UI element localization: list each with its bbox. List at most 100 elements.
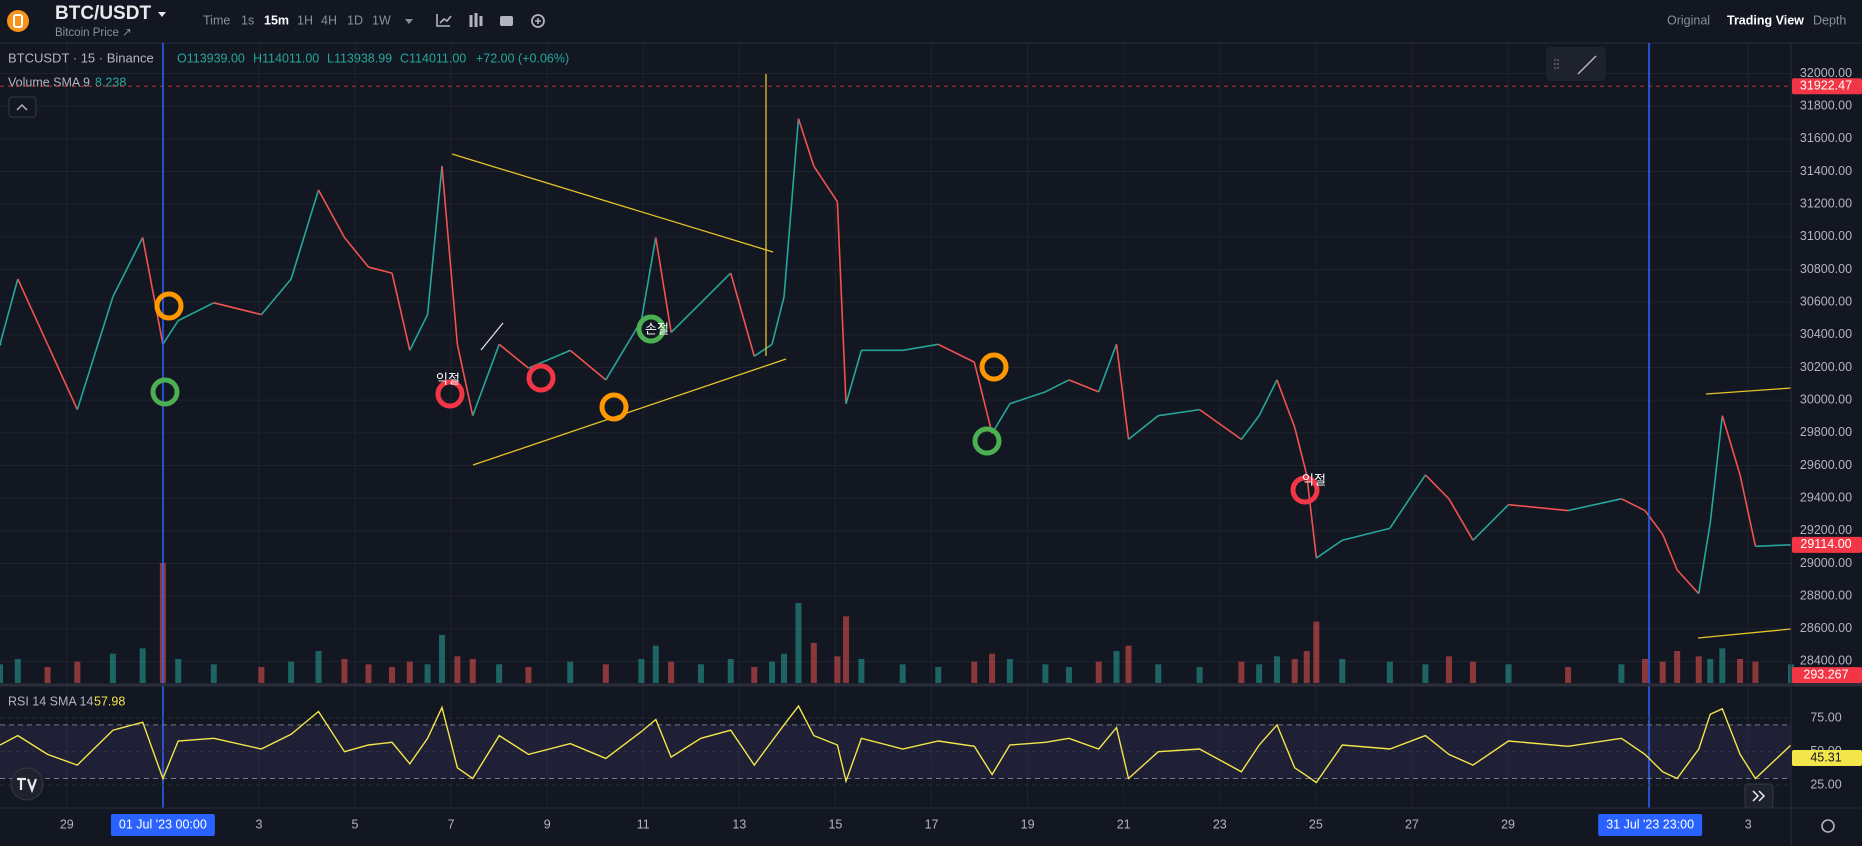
y-tick-label: 31600.00 — [1800, 131, 1852, 145]
y-tick-label: 30800.00 — [1800, 262, 1852, 276]
screenshot-icon[interactable] — [500, 16, 513, 26]
view-button[interactable]: Depth — [1813, 13, 1846, 27]
volume-bar — [406, 661, 413, 683]
collapse-button[interactable] — [8, 96, 37, 118]
price-segment — [569, 349, 607, 381]
settings-icon[interactable] — [1821, 819, 1835, 833]
timeframe-button[interactable]: 1H — [297, 13, 313, 27]
price-segment — [771, 296, 785, 345]
tv-logo[interactable] — [10, 767, 44, 801]
price-tag — [1792, 78, 1862, 95]
tv-logo-glyph — [17, 777, 38, 794]
ohlc-open: O113939.00 — [177, 51, 245, 65]
signal-marker — [526, 363, 556, 393]
volume-bar — [389, 667, 396, 683]
price-segment — [1472, 504, 1510, 541]
x-tick-label: 3 — [1745, 817, 1752, 831]
symbol[interactable]: BTC/USDT — [55, 3, 151, 24]
drawing-toolbar[interactable] — [1546, 47, 1606, 81]
price-segment — [605, 320, 643, 381]
symbol-dropdown[interactable] — [158, 12, 166, 17]
price-segment — [1199, 408, 1242, 440]
scroll-right-icon — [1752, 790, 1766, 802]
timeframe-button[interactable]: 1D — [347, 13, 363, 27]
x-tick-label: 19 — [1021, 817, 1035, 831]
y-tick-label: 28800.00 — [1800, 588, 1852, 602]
price-segment — [441, 166, 459, 345]
annotation: 익절 — [436, 371, 460, 386]
volume-label: Volume SMA 9 — [8, 75, 90, 89]
ohlc-high: H114011.00 — [253, 51, 319, 65]
view-button[interactable]: Original — [1667, 13, 1710, 27]
timeframe-button[interactable]: 1W — [372, 13, 391, 27]
timeframe-button[interactable]: Time — [203, 13, 230, 27]
timeframe-button[interactable]: 4H — [321, 13, 337, 27]
signal-markers — [150, 291, 1320, 505]
y-tick-label: 31200.00 — [1800, 196, 1852, 210]
timeframes: Time 1s 15m 1H 4H 1D 1W — [203, 13, 391, 27]
rsi-tick-label: 25.00 — [1810, 778, 1841, 792]
price-segment — [1697, 522, 1712, 594]
price-segment — [1305, 474, 1318, 559]
top-bar — [0, 0, 1862, 43]
price-segment — [391, 272, 411, 351]
signal-marker — [150, 377, 180, 407]
price-segment — [1009, 391, 1046, 405]
add-icon[interactable] — [531, 14, 545, 28]
trend-line — [451, 153, 774, 253]
price-segment — [260, 278, 292, 316]
volume-bar — [810, 643, 817, 683]
rsi-label: RSI 14 SMA 14 — [8, 694, 94, 708]
chart-type-icon[interactable] — [469, 13, 483, 27]
price-segment — [343, 236, 370, 268]
price-segment — [317, 189, 346, 238]
price-segment — [0, 278, 19, 345]
x-tick-label: 15 — [828, 817, 842, 831]
y-tick-label: 29800.00 — [1800, 425, 1852, 439]
x-tick-label: 13 — [732, 817, 746, 831]
price-segment — [1621, 498, 1646, 512]
toolbar-grip — [1554, 59, 1559, 69]
volume-bar — [1719, 648, 1726, 683]
view-button[interactable]: Trading View — [1727, 13, 1804, 27]
price-segment — [973, 361, 993, 434]
volume-bar — [1618, 664, 1625, 683]
price-segment — [162, 320, 179, 345]
volume-bar — [1256, 664, 1263, 683]
price-segment — [845, 350, 863, 404]
price-segment — [177, 302, 215, 322]
more-timeframes[interactable] — [405, 19, 413, 24]
y-tick-label: 29200.00 — [1800, 523, 1852, 537]
add-icon-plus — [535, 18, 541, 24]
volume-value: 8.238 — [95, 75, 126, 89]
trendline-tool[interactable] — [1577, 55, 1597, 75]
volume-bar — [795, 603, 802, 683]
volume-bar — [139, 648, 146, 683]
volume-bar — [1422, 664, 1429, 683]
indicators-icon[interactable] — [436, 14, 452, 27]
volume-bar — [1291, 659, 1298, 683]
ticker: BTCUSDT · 15 · Binance — [8, 50, 154, 65]
rsi-tick-label: 75.00 — [1810, 710, 1841, 724]
price-segment — [1755, 544, 1792, 548]
volume-bar — [652, 645, 659, 683]
x-tick-label: 23 — [1213, 817, 1227, 831]
annotation: 익절 — [1302, 472, 1326, 487]
timeframe-button[interactable]: 15m — [264, 13, 289, 27]
volume-bar — [1339, 659, 1346, 683]
y-tick-label: 29000.00 — [1800, 556, 1852, 570]
volume-bar — [567, 661, 574, 683]
timeframe-button[interactable]: 1s — [241, 13, 254, 27]
volume-bar — [44, 667, 51, 683]
price-tag-label: 29114.00 — [1800, 537, 1851, 551]
volume-bar — [1113, 651, 1120, 683]
price-tag — [1792, 536, 1862, 553]
rsi-value: 57.98 — [94, 694, 125, 708]
trend-line — [1705, 387, 1792, 395]
price-segment — [1389, 474, 1427, 529]
price-pane — [0, 85, 1792, 595]
price-segment — [813, 165, 839, 203]
price-segment — [112, 237, 144, 298]
volume-bar — [1238, 661, 1245, 683]
